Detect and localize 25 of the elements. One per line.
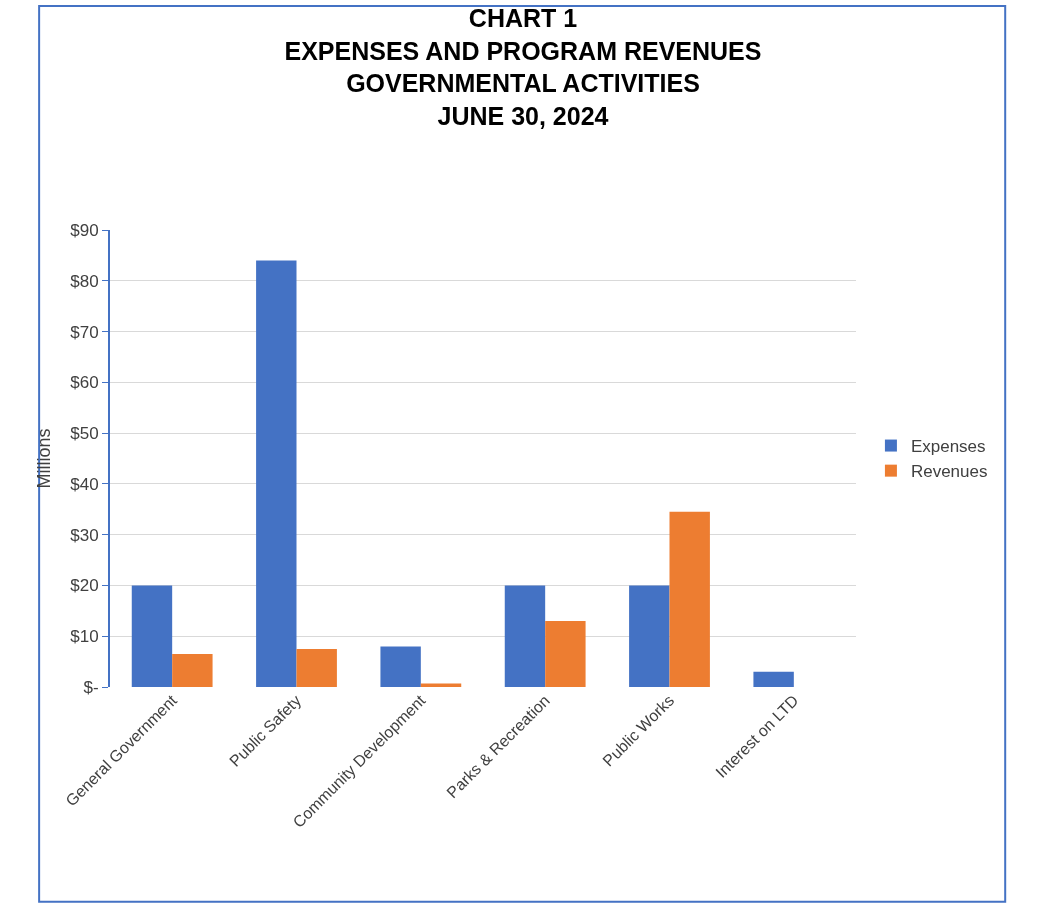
y-tick-label: $40 (70, 474, 99, 494)
y-tick-label: $80 (70, 271, 99, 291)
bar (380, 646, 421, 687)
y-tick-label: $- (83, 677, 99, 697)
y-tick-label: $30 (70, 525, 99, 545)
bar (753, 671, 794, 687)
bar (296, 648, 337, 687)
y-tick-label: $20 (70, 576, 99, 596)
y-tick-label: $70 (70, 322, 99, 342)
bar (420, 683, 462, 687)
y-tick-label: $10 (70, 627, 99, 647)
bar (545, 620, 586, 687)
y-axis-title: Millions (33, 428, 54, 489)
bar (669, 511, 710, 687)
y-tick-label: $90 (70, 220, 99, 240)
bar (131, 585, 173, 687)
legend-label: Revenues (910, 462, 988, 482)
y-tick-label: $60 (70, 373, 99, 393)
y-tick-label: $50 (70, 424, 99, 444)
bar (629, 585, 670, 687)
bar (504, 585, 546, 687)
legend-label: Expenses (910, 437, 986, 457)
bar (256, 260, 297, 687)
bar (172, 653, 213, 687)
chart-title: CHART 1 EXPENSES AND PROGRAM REVENUES GOVERNMENTAL ACTIVITIES JUNE 30, 2024 (284, 4, 762, 130)
